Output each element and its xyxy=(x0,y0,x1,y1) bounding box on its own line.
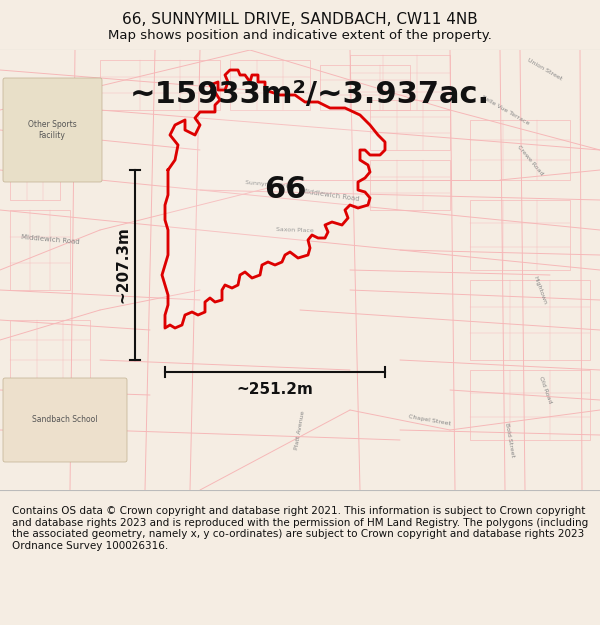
Text: Sandbach School: Sandbach School xyxy=(32,416,98,424)
Text: ~15933m²/~3.937ac.: ~15933m²/~3.937ac. xyxy=(130,81,490,109)
FancyBboxPatch shape xyxy=(3,78,102,182)
Bar xyxy=(370,160,450,210)
Bar xyxy=(10,320,90,380)
Text: Platt Avenue: Platt Avenue xyxy=(294,410,306,450)
Text: 66, SUNNYMILL DRIVE, SANDBACH, CW11 4NB: 66, SUNNYMILL DRIVE, SANDBACH, CW11 4NB xyxy=(122,12,478,28)
Text: Belle Vue Terrace: Belle Vue Terrace xyxy=(480,94,530,126)
Bar xyxy=(470,200,570,270)
Bar xyxy=(10,210,70,290)
Text: Middlewich Road: Middlewich Road xyxy=(301,188,359,202)
Bar xyxy=(470,370,590,440)
Text: ~207.3m: ~207.3m xyxy=(115,226,131,303)
Text: Bold Street: Bold Street xyxy=(505,422,515,457)
Text: Map shows position and indicative extent of the property.: Map shows position and indicative extent… xyxy=(108,29,492,42)
Bar xyxy=(230,60,310,110)
Text: Chapel Street: Chapel Street xyxy=(409,414,452,426)
Text: ~251.2m: ~251.2m xyxy=(236,382,313,398)
FancyBboxPatch shape xyxy=(3,378,127,462)
Bar xyxy=(470,280,590,360)
Bar xyxy=(10,390,100,440)
Text: Old Road: Old Road xyxy=(538,376,552,404)
Bar xyxy=(10,140,60,200)
Text: Crewe Road: Crewe Road xyxy=(516,144,544,176)
Bar xyxy=(370,100,450,150)
Text: 66: 66 xyxy=(264,176,306,204)
Bar xyxy=(320,65,410,110)
Text: Other Sports
Facility: Other Sports Facility xyxy=(28,120,76,140)
Bar xyxy=(470,120,570,180)
Text: Hightown: Hightown xyxy=(533,275,547,305)
Text: Contains OS data © Crown copyright and database right 2021. This information is : Contains OS data © Crown copyright and d… xyxy=(12,506,588,551)
Bar xyxy=(100,60,220,110)
Polygon shape xyxy=(162,70,385,328)
Bar xyxy=(350,55,450,110)
Text: Saxon Place: Saxon Place xyxy=(276,227,314,233)
Text: Sunnymill Drive: Sunnymill Drive xyxy=(245,181,295,189)
Text: Union Street: Union Street xyxy=(527,58,563,82)
Text: Middlewich Road: Middlewich Road xyxy=(20,234,79,246)
